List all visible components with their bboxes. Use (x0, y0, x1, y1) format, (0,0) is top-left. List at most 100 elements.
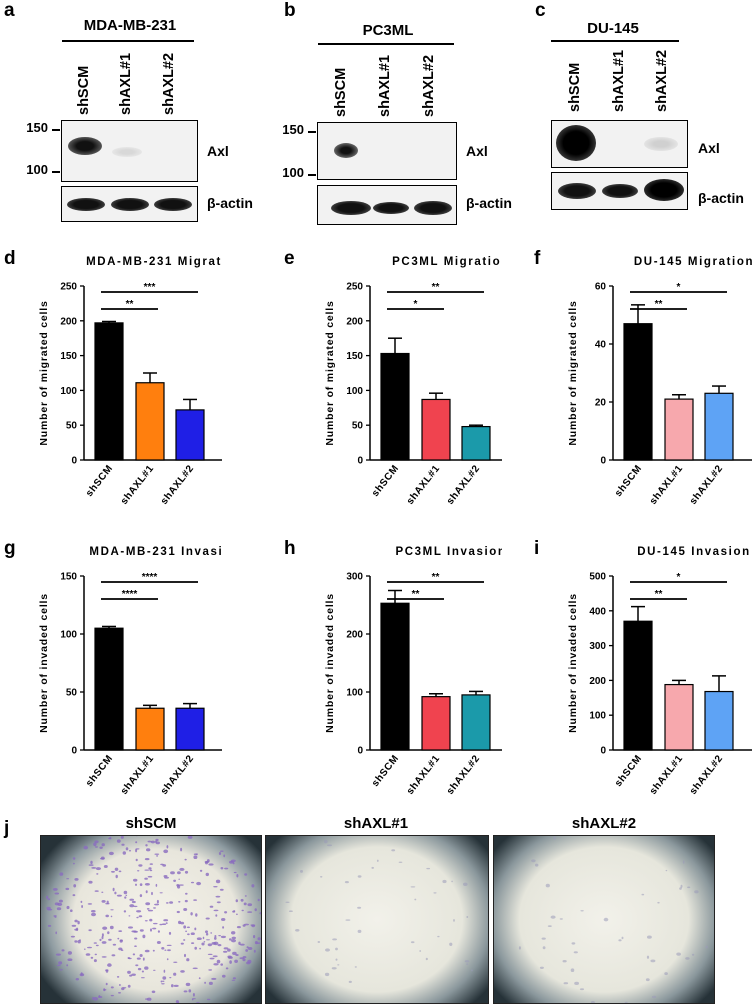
panel-letter-d: d (4, 248, 16, 269)
stained-cell (574, 981, 579, 985)
stained-cell (119, 939, 123, 943)
stained-cell (144, 883, 150, 886)
bar-shAXL#1 (421, 398, 451, 461)
stained-cell (233, 910, 236, 912)
stained-cell (426, 867, 431, 870)
stained-cell (235, 954, 239, 956)
stained-cell (196, 881, 202, 886)
stained-cell (157, 930, 160, 933)
stained-cell (242, 958, 246, 962)
stained-cell (110, 994, 114, 997)
stained-cell (165, 902, 169, 904)
stained-cell (154, 840, 158, 843)
panel-letter-i: i (534, 538, 539, 559)
panel-letter-g: g (4, 538, 16, 559)
x-tick-label: shAXL#1 (119, 753, 157, 797)
y-axis-label: Number of invaded cells (38, 593, 50, 733)
stained-cell (56, 964, 61, 967)
stained-cell (176, 910, 180, 914)
stained-cell (90, 956, 94, 959)
bar-shSCM (380, 352, 410, 461)
stained-cell (102, 926, 108, 930)
stained-cell (79, 939, 81, 941)
y-axis-label: Number of invaded cells (567, 593, 579, 733)
stained-cell (105, 914, 109, 918)
y-tick-label: 250 (346, 282, 363, 293)
y-tick-label: 50 (352, 421, 364, 432)
y-tick-label: 500 (589, 572, 606, 583)
chart-title: PC3ML Invasion (395, 546, 502, 558)
protein-label-beta-actin: β-actin (207, 195, 253, 211)
stained-cell (94, 840, 99, 844)
stained-cell (152, 949, 155, 952)
stained-cell (96, 873, 99, 875)
stained-cell (125, 894, 128, 897)
stained-cell (685, 957, 690, 960)
stained-cell (218, 935, 222, 937)
lane-label: shAXL#2 (421, 54, 437, 117)
stained-cell (180, 847, 183, 852)
stained-cell (326, 844, 333, 847)
stained-cell (66, 964, 69, 967)
stained-cell (55, 931, 57, 935)
stained-cell (135, 858, 138, 862)
stained-cell (246, 946, 249, 949)
stained-cell (101, 936, 104, 940)
stained-cell (547, 925, 552, 927)
stained-cell (190, 932, 195, 935)
x-tick-label: shSCM (613, 753, 644, 789)
stained-cell (186, 958, 190, 962)
stained-cell (414, 898, 417, 901)
stained-cell (199, 947, 202, 950)
stained-cell (247, 903, 253, 907)
stained-cell (66, 905, 70, 910)
actin-band (644, 179, 684, 201)
stained-cell (184, 899, 188, 903)
stained-cell (142, 934, 146, 939)
bar-shSCM (623, 620, 653, 751)
y-tick-label: 0 (600, 456, 606, 467)
stained-cell (95, 944, 99, 947)
stained-cell (257, 937, 261, 941)
stained-cell (118, 930, 123, 932)
stained-cell (215, 895, 221, 898)
stained-cell (207, 953, 213, 955)
stained-cell (682, 860, 685, 864)
bar-chart-f: f DU-145 Migration Number of migrated cell… (534, 248, 752, 507)
stained-cell (224, 867, 229, 870)
stained-cell (135, 848, 140, 850)
x-tick-label: shAXL#2 (445, 753, 483, 797)
stained-cell (216, 901, 221, 904)
stained-cell (137, 870, 140, 872)
actin-band (602, 184, 638, 198)
stained-cell (151, 990, 156, 994)
stained-cell (705, 945, 708, 949)
actin-band (373, 202, 409, 214)
stained-cell (244, 923, 249, 926)
stained-cell (665, 869, 668, 872)
panel-letter-h: h (284, 538, 296, 559)
stained-cell (145, 844, 148, 847)
stained-cell (91, 910, 96, 913)
significance-label: ** (126, 299, 134, 310)
stained-cell (218, 852, 222, 855)
stained-cell (241, 909, 244, 912)
axl-band-shscm (334, 143, 358, 158)
stained-cell (93, 959, 97, 963)
stained-cell (348, 980, 352, 983)
stained-cell (206, 939, 210, 941)
stained-cell (178, 878, 180, 880)
stained-cell (105, 903, 110, 905)
stained-cell (236, 913, 238, 916)
stained-cell (127, 957, 131, 959)
stained-cell (239, 943, 245, 946)
stained-cell (133, 878, 138, 882)
stained-cell (108, 851, 114, 856)
stained-cell (646, 955, 650, 959)
stained-cell (168, 931, 172, 935)
stained-cell (451, 880, 453, 883)
stained-cell (647, 935, 652, 939)
stained-cell (109, 925, 114, 930)
stained-cell (691, 953, 695, 956)
stained-cell (159, 892, 163, 894)
